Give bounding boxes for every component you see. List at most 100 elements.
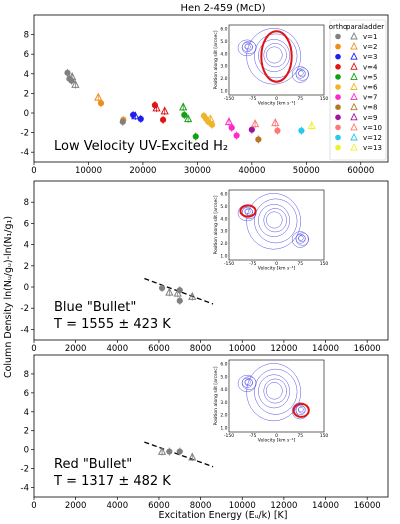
x-tick-label: 20000	[129, 166, 156, 176]
inset-y-tick-label: 6.0	[220, 27, 227, 33]
y-tick-label: 4	[24, 70, 29, 80]
inset-x-tick-label: 0	[275, 96, 278, 102]
para-data-point	[188, 452, 197, 461]
para-data-point	[94, 92, 103, 101]
y-axis-label: Column Density ln(Nᵤ/gᵤ)-ln(N₁/g₁)	[3, 216, 14, 378]
x-tick-label: 8000	[190, 501, 212, 511]
inset-y-tick-label: 2.0	[220, 241, 227, 247]
legend-ortho-marker	[335, 124, 341, 131]
y-tick-label: 8	[24, 198, 29, 208]
para-data-point	[307, 121, 316, 130]
y-tick-label: 4	[24, 408, 29, 418]
legend-ortho-marker	[335, 114, 341, 121]
ortho-data-point	[158, 284, 166, 292]
legend-para-marker	[350, 92, 358, 101]
ortho-data-point	[255, 136, 262, 143]
y-tick-label: -2	[21, 465, 29, 475]
chart-panel-1: 0 10000 20000 30000 40000 50000 60000 -4 -2 0 2 4 6 8…	[21, 14, 389, 176]
x-tick-label: 8000	[190, 344, 212, 354]
ortho-data-point	[166, 448, 173, 455]
legend-ortho-marker	[335, 94, 341, 100]
x-tick-label: 14000	[312, 501, 339, 511]
legend-para-marker	[350, 82, 358, 90]
inset-blue-bullet-contour	[244, 43, 251, 50]
inset-x-tick-label: 150	[320, 433, 329, 439]
inset-x-tick-label: -150	[224, 433, 234, 439]
y-tick-label: -2	[21, 129, 29, 139]
ortho-data-point	[192, 133, 199, 140]
inset-contour	[263, 208, 287, 233]
legend-ortho-marker	[335, 43, 341, 50]
inset-y-tick-label: 1.0	[220, 426, 227, 432]
ortho-data-point	[208, 121, 216, 128]
legend-ortho-marker	[335, 53, 341, 60]
legend-label: v=1	[363, 33, 377, 41]
inset-contour	[258, 204, 290, 237]
legend-label: v=10	[363, 124, 382, 132]
inset-contour	[266, 382, 283, 400]
inset-x-tick-label: 150	[320, 96, 329, 102]
chart-panel-3: 0 2000 4000 6000 8000 10000 12000 14000 16000 -4 -…	[21, 354, 389, 511]
panel-label: T = 1317 ± 482 K	[53, 474, 171, 489]
inset-contour	[266, 211, 283, 229]
legend-para-marker	[350, 122, 358, 131]
inset-frame	[228, 359, 325, 433]
inset-blue-bullet-contour	[244, 379, 251, 385]
para-data-point	[157, 446, 167, 455]
legend-para-marker	[350, 102, 358, 111]
pv-inset: -150 -75 0 75 150 6.0 5.0 4.0 3.0 2.0 1.0 Velocity …	[213, 24, 329, 107]
pv-inset: -150 -75 0 75 150 6.0 5.0 4.0 3.0 2.0 1.0 Velocity …	[213, 359, 329, 444]
inset-highlight-region	[292, 402, 310, 418]
x-tick-label: 12000	[270, 344, 297, 354]
para-data-point	[184, 114, 193, 123]
inset-y-tick-label: 1.0	[220, 254, 227, 260]
y-tick-label: 6	[24, 50, 29, 60]
legend-label: v=4	[363, 63, 378, 71]
inset-x-tick-label: 75	[297, 96, 303, 102]
inset-contour	[258, 374, 290, 409]
legend-para-marker	[350, 112, 358, 121]
x-tick-label: 10000	[229, 501, 256, 511]
inset-x-tick-label: 75	[297, 433, 303, 439]
ortho-data-point	[97, 100, 105, 107]
para-data-point	[131, 111, 140, 120]
inset-y-tick-label: 4.0	[220, 216, 227, 222]
inset-red-bullet-contour	[298, 235, 304, 241]
legend-label: v=5	[363, 73, 377, 81]
inset-x-tick-label: -75	[249, 261, 256, 267]
ortho-data-point	[176, 448, 183, 455]
inset-y-axis-label: Position along slit [arcsec]	[213, 30, 219, 89]
legend-header: ortho	[329, 23, 348, 31]
inset-x-tick-label: 0	[275, 261, 278, 267]
legend-ortho-marker	[335, 144, 341, 151]
ortho-data-point	[248, 126, 255, 133]
x-tick-label: 60000	[347, 166, 374, 176]
x-tick-label: 50000	[293, 166, 320, 176]
inset-y-tick-label: 6.0	[220, 192, 227, 198]
panel-label: T = 1555 ± 423 K	[53, 317, 171, 332]
x-axis-label: Excitation Energy (Eᵤ/k) [K]	[159, 510, 288, 521]
legend-label: v=8	[363, 104, 377, 112]
para-data-point	[224, 117, 234, 126]
x-tick-label: 2000	[65, 501, 87, 511]
inset-x-axis-label: Velocity [km s⁻¹]	[258, 101, 296, 107]
y-tick-label: -4	[21, 325, 29, 335]
legend-para-marker	[350, 52, 358, 60]
inset-contour	[263, 378, 287, 404]
x-tick-label: 10000	[75, 166, 102, 176]
para-data-point	[71, 79, 80, 88]
para-data-point	[68, 72, 77, 81]
inset-y-axis-label: Position along slit [arcsec]	[213, 195, 219, 254]
inset-blue-bullet-contour	[241, 377, 253, 388]
inset-contour	[263, 43, 287, 68]
x-tick-label: 2000	[65, 344, 87, 354]
legend-label: v=2	[363, 43, 377, 51]
para-data-point	[206, 114, 215, 123]
plot-frame	[33, 180, 389, 341]
ortho-data-point	[274, 127, 281, 134]
para-data-point	[179, 102, 188, 111]
x-tick-label: 12000	[270, 501, 297, 511]
y-tick-label: 8	[24, 31, 29, 41]
x-tick-label: 16000	[354, 501, 381, 511]
ortho-data-point	[137, 115, 144, 122]
